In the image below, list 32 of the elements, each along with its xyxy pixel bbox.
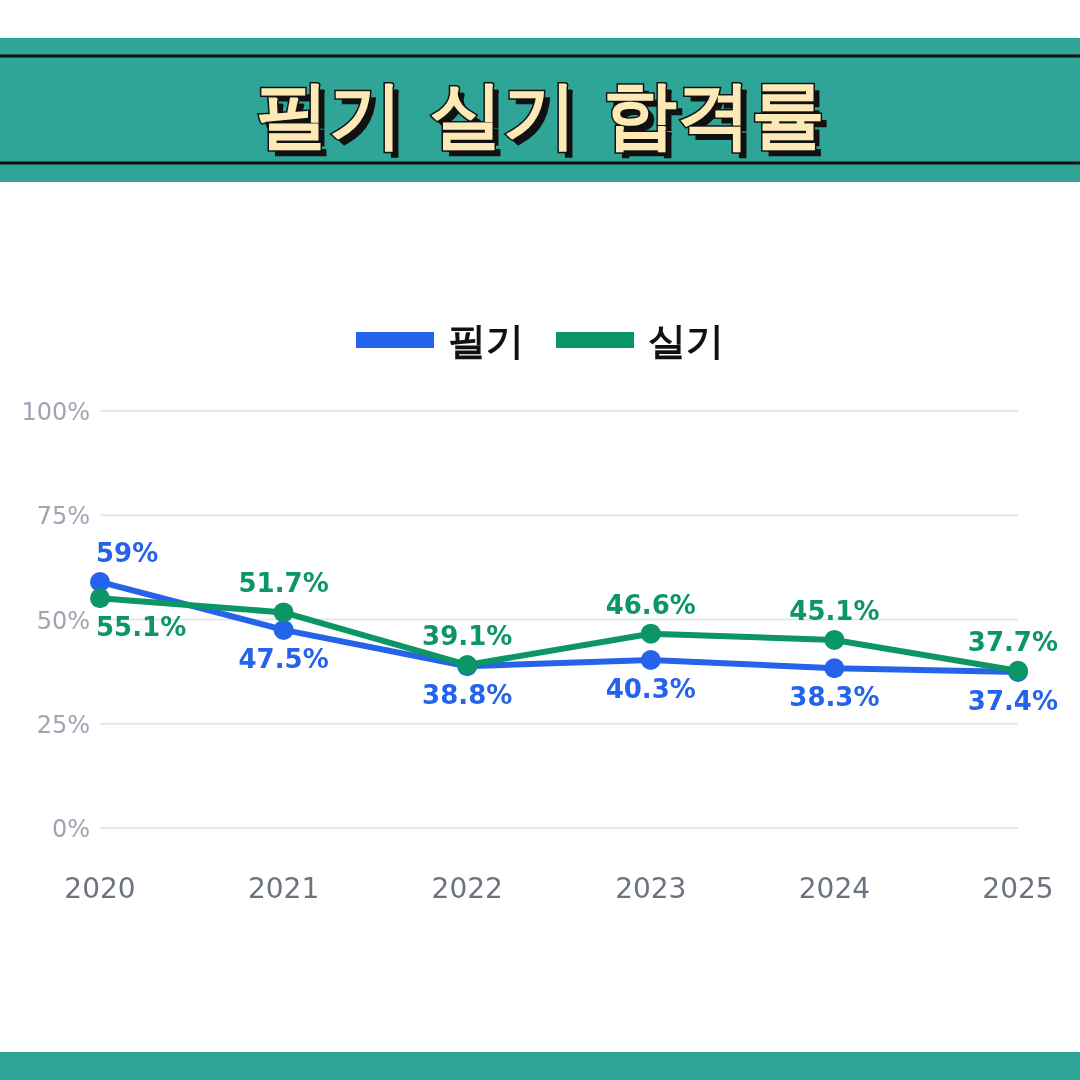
data-label: 47.5% <box>238 643 329 674</box>
point <box>273 619 294 640</box>
data-label: 46.6% <box>605 589 696 620</box>
data-label: 51.7% <box>238 568 329 599</box>
legend-label: 실기 <box>648 319 724 363</box>
y-tick-label: 0% <box>51 815 90 843</box>
data-label: 55.1% <box>96 612 187 643</box>
point <box>640 649 661 670</box>
data-label: 39.1% <box>422 620 513 651</box>
x-tick-label: 2020 <box>64 872 136 905</box>
data-label: 59% <box>96 537 159 568</box>
data-label: 37.7% <box>967 626 1058 657</box>
y-tick-label: 25% <box>36 710 90 739</box>
point <box>640 623 661 644</box>
x-tick-label: 2021 <box>247 872 320 905</box>
point <box>824 658 845 679</box>
data-label: 40.3% <box>605 673 696 704</box>
point <box>90 588 110 609</box>
y-tick-label: 50% <box>36 606 90 635</box>
point <box>824 629 845 650</box>
data-label: 45.1% <box>789 595 880 626</box>
data-label: 37.4% <box>967 686 1058 717</box>
data-label: 38.8% <box>422 680 513 711</box>
x-tick-label: 2023 <box>615 872 687 905</box>
data-label: 38.3% <box>789 682 880 713</box>
legend-label: 필기 <box>448 319 524 363</box>
y-tick-label: 75% <box>36 502 90 531</box>
point <box>273 602 294 623</box>
x-tick-label: 2022 <box>431 872 503 905</box>
x-tick-label: 2025 <box>982 872 1054 905</box>
x-tick-label: 2024 <box>798 872 871 905</box>
y-tick-label: 100% <box>21 398 90 426</box>
